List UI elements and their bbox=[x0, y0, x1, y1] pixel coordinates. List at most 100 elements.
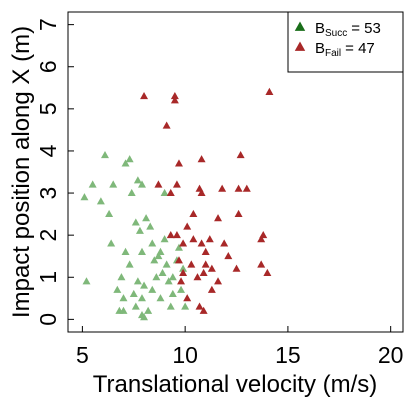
success-point bbox=[174, 243, 183, 251]
fail-point bbox=[172, 230, 181, 239]
success-point bbox=[96, 197, 105, 205]
success-point bbox=[101, 150, 109, 159]
success-point bbox=[119, 294, 128, 302]
success-point bbox=[113, 285, 122, 293]
fail-point bbox=[179, 268, 188, 276]
fail-point bbox=[234, 184, 243, 192]
success-point bbox=[140, 313, 149, 321]
y-tick-label: 6 bbox=[35, 60, 61, 73]
fail-point bbox=[257, 235, 266, 243]
fail-point bbox=[207, 264, 216, 272]
success-point bbox=[156, 294, 165, 302]
fail-point bbox=[183, 222, 192, 230]
fail-point bbox=[197, 155, 206, 163]
y-tick-label: 2 bbox=[35, 229, 61, 242]
success-point bbox=[137, 180, 146, 188]
success-point bbox=[133, 176, 142, 184]
success-point bbox=[125, 260, 134, 268]
fail-point bbox=[170, 96, 179, 104]
success-point bbox=[179, 264, 188, 272]
success-point bbox=[131, 302, 140, 310]
fail-point bbox=[265, 87, 274, 95]
fail-point bbox=[193, 273, 202, 281]
y-tick-label: 1 bbox=[35, 271, 61, 284]
success-point bbox=[121, 247, 130, 255]
legend-label: BFail = 47 bbox=[315, 40, 375, 59]
success-point bbox=[129, 289, 138, 298]
fail-point bbox=[224, 252, 233, 260]
fail-point bbox=[257, 260, 266, 268]
success-point bbox=[137, 294, 146, 302]
success-point bbox=[181, 302, 190, 310]
data-points bbox=[80, 87, 274, 321]
fail-point bbox=[242, 184, 251, 192]
success-point bbox=[80, 193, 89, 201]
success-point bbox=[144, 306, 153, 314]
fail-point bbox=[170, 92, 179, 100]
success-point bbox=[88, 180, 97, 188]
success-point bbox=[148, 239, 157, 247]
fail-point bbox=[189, 209, 198, 218]
fail-point bbox=[179, 239, 188, 247]
fail-point bbox=[236, 150, 245, 159]
fail-point bbox=[166, 230, 175, 239]
success-point bbox=[154, 252, 163, 260]
success-point bbox=[131, 218, 140, 226]
y-axis-title: Impact position along X (m) bbox=[8, 26, 35, 318]
success-point bbox=[137, 247, 146, 255]
fail-point bbox=[166, 188, 175, 196]
success-point bbox=[168, 289, 177, 298]
fail-point bbox=[177, 277, 186, 285]
plot-frame bbox=[67, 11, 404, 333]
fail-point bbox=[205, 235, 214, 243]
success-point bbox=[150, 256, 159, 264]
success-point bbox=[160, 188, 169, 196]
fail-point bbox=[195, 302, 204, 310]
success-point bbox=[121, 159, 130, 167]
fail-point bbox=[201, 247, 210, 255]
fail-point bbox=[183, 294, 192, 302]
success-point bbox=[107, 239, 116, 247]
fail-point bbox=[154, 180, 163, 188]
y-axis: 0 1 2 3 4 5 6 7 bbox=[35, 18, 74, 326]
success-point bbox=[177, 285, 186, 293]
fail-point bbox=[218, 184, 227, 192]
fail-point bbox=[172, 180, 181, 188]
fail-point bbox=[189, 235, 198, 243]
success-point bbox=[140, 281, 149, 289]
success-point bbox=[82, 277, 91, 285]
success-point bbox=[164, 277, 173, 285]
success-point bbox=[162, 260, 171, 268]
success-point bbox=[135, 226, 144, 234]
fail-point bbox=[220, 239, 229, 247]
fail-point bbox=[201, 260, 210, 268]
fail-point bbox=[187, 260, 196, 268]
x-axis-title: Translational velocity (m/s) bbox=[93, 371, 378, 397]
fail-point bbox=[263, 268, 272, 276]
fail-point bbox=[162, 121, 171, 129]
y-tick-label: 0 bbox=[35, 313, 61, 326]
success-point bbox=[152, 273, 161, 281]
y-tick-label: 7 bbox=[35, 18, 61, 31]
success-point bbox=[168, 273, 177, 281]
fail-point bbox=[199, 268, 208, 276]
legend-marker bbox=[294, 41, 306, 51]
x-axis: 5 10 15 20 bbox=[76, 326, 403, 368]
fail-point bbox=[197, 188, 206, 196]
fail-point bbox=[214, 214, 223, 222]
success-point bbox=[142, 214, 151, 222]
y-tick-label: 3 bbox=[35, 187, 61, 200]
success-point bbox=[158, 268, 167, 276]
x-tick-label: 10 bbox=[172, 342, 198, 368]
fail-point bbox=[140, 92, 149, 100]
fail-point bbox=[199, 306, 208, 314]
success-point bbox=[148, 285, 157, 293]
x-tick-label: 15 bbox=[275, 342, 301, 368]
legend-box bbox=[287, 11, 404, 73]
fail-point bbox=[234, 209, 243, 218]
legend-label: BSucc = 53 bbox=[315, 20, 381, 39]
success-point bbox=[109, 180, 118, 188]
fail-point bbox=[174, 256, 183, 264]
